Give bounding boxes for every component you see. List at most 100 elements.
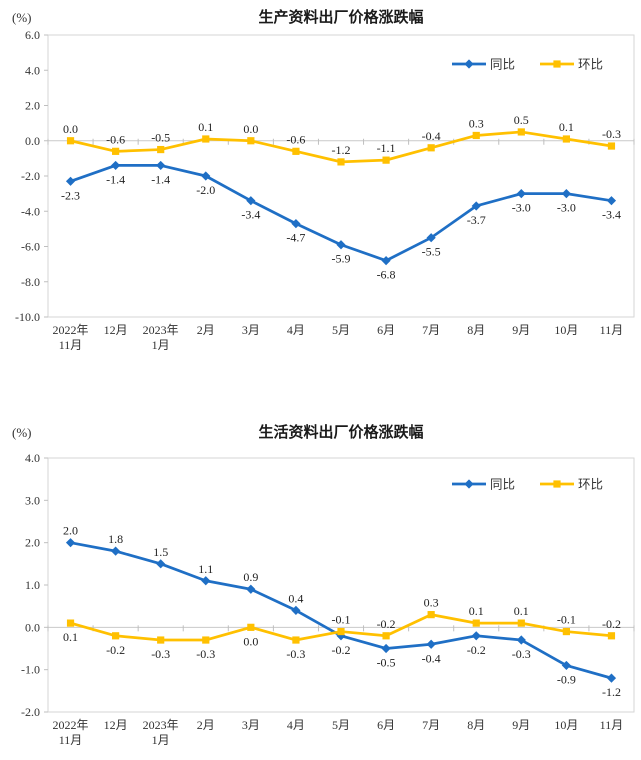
data-label-0: -0.9: [557, 672, 576, 686]
x-category-label: 6月: [377, 718, 395, 732]
x-category-label: 11月: [600, 718, 624, 732]
data-point-marker-0: [561, 189, 571, 199]
data-label-1: -0.3: [196, 647, 215, 661]
y-tick-label: -2.0: [21, 169, 40, 183]
data-label-0: -3.7: [467, 213, 486, 227]
x-category-label: 5月: [332, 323, 350, 337]
data-point-marker-1: [337, 627, 345, 636]
y-tick-label: 6.0: [25, 28, 40, 42]
data-label-0: -5.5: [422, 245, 441, 259]
data-point-marker-0: [111, 160, 121, 171]
data-label-0: -2.0: [196, 183, 215, 197]
x-category-label: 11月: [59, 338, 83, 352]
data-point-marker-1: [607, 632, 616, 640]
data-point-marker-1: [517, 619, 525, 627]
data-point-marker-1: [472, 131, 480, 140]
data-label-0: -5.9: [332, 252, 351, 266]
data-point-marker-1: [337, 158, 345, 166]
data-label-0: -0.3: [512, 647, 531, 661]
data-label-1: -0.4: [422, 129, 441, 143]
legend-marker-swatch: [464, 479, 474, 489]
y-tick-label: -10.0: [15, 310, 40, 324]
data-point-marker-0: [606, 673, 617, 683]
data-point-marker-1: [427, 611, 435, 619]
y-tick-label: 0.0: [25, 620, 40, 634]
data-point-marker-0: [65, 176, 76, 186]
plot-border: [47, 457, 635, 713]
data-label-1: 0.1: [559, 120, 574, 134]
data-label-0: -1.4: [106, 172, 125, 186]
data-point-marker-0: [606, 196, 617, 206]
data-label-0: -0.2: [467, 643, 486, 657]
data-point-marker-0: [111, 546, 121, 556]
data-point-marker-1: [382, 632, 390, 640]
legend-marker-swatch: [553, 60, 561, 68]
data-point-marker-0: [336, 240, 346, 250]
data-label-1: 0.1: [469, 604, 484, 618]
x-category-label: 2022年: [53, 718, 89, 732]
data-label-0: 1.5: [153, 545, 168, 559]
data-point-marker-0: [516, 635, 526, 645]
data-point-marker-1: [427, 144, 435, 152]
y-tick-label: 2.0: [25, 99, 40, 113]
y-tick-label: 2.0: [25, 536, 40, 550]
chart-title: 生产资料出厂价格涨跌幅: [258, 8, 423, 26]
data-label-1: 0.1: [514, 604, 529, 618]
x-category-label: 2月: [197, 718, 215, 732]
data-point-marker-1: [202, 636, 210, 644]
x-category-label: 9月: [512, 718, 530, 732]
data-point-marker-0: [201, 576, 211, 586]
data-label-0: -3.0: [557, 201, 576, 215]
legend-label: 同比: [490, 478, 515, 492]
y-tick-label: -2.0: [21, 705, 40, 719]
data-label-1: 0.1: [198, 120, 213, 134]
x-category-label: 8月: [467, 718, 485, 732]
legend-label: 环比: [578, 478, 603, 492]
y-axis-unit-label: (%): [12, 425, 32, 440]
data-point-marker-0: [381, 643, 391, 654]
data-point-marker-1: [202, 135, 210, 143]
data-label-1: -0.2: [377, 617, 396, 631]
data-label-0: -0.5: [377, 656, 396, 670]
legend-item-0: 同比: [452, 478, 515, 492]
x-category-label: 3月: [242, 718, 260, 732]
data-point-marker-1: [66, 137, 75, 145]
legend-item-0: 同比: [452, 58, 515, 72]
data-point-marker-1: [66, 619, 75, 627]
data-label-0: 2.0: [63, 524, 78, 538]
y-tick-label: -6.0: [21, 240, 40, 254]
x-category-label: 11月: [600, 323, 624, 337]
data-label-0: -3.4: [602, 208, 621, 222]
x-category-label: 10月: [554, 323, 578, 337]
x-category-label: 8月: [467, 323, 485, 337]
x-category-label: 2023年: [143, 718, 179, 732]
data-point-marker-1: [157, 145, 165, 154]
data-point-marker-0: [516, 189, 526, 199]
data-label-1: -0.3: [151, 647, 170, 661]
y-axis-unit-label: (%): [12, 10, 32, 25]
producer-goods-price-chart: 生产资料出厂价格涨跌幅 (%) -10.0 -8.0 -6.0 -4.0 -2.0 0.0 2.…: [12, 8, 635, 352]
x-category-label: 7月: [422, 323, 440, 337]
data-point-marker-1: [517, 128, 525, 136]
x-category-label: 9月: [512, 323, 530, 337]
x-category-label: 5月: [332, 718, 350, 732]
data-point-marker-1: [247, 137, 255, 145]
y-tick-label: 0.0: [25, 134, 40, 148]
data-point-marker-0: [381, 256, 391, 266]
data-point-marker-1: [562, 135, 570, 143]
data-label-1: -0.5: [151, 131, 170, 145]
x-category-label: 12月: [104, 718, 128, 732]
data-label-1: -0.2: [106, 643, 125, 657]
x-category-label: 2022年: [53, 323, 89, 337]
data-label-0: -3.0: [512, 201, 531, 215]
data-point-marker-1: [247, 623, 255, 631]
data-point-marker-0: [246, 584, 256, 594]
y-tick-label: -1.0: [21, 663, 40, 677]
x-category-label: 7月: [422, 718, 440, 732]
data-label-1: 0.0: [63, 122, 78, 136]
x-category-label: 2月: [197, 323, 215, 337]
data-label-1: 0.0: [243, 634, 258, 648]
x-category-label: 12月: [104, 323, 128, 337]
data-point-marker-0: [426, 233, 436, 243]
data-point-marker-1: [562, 627, 570, 636]
